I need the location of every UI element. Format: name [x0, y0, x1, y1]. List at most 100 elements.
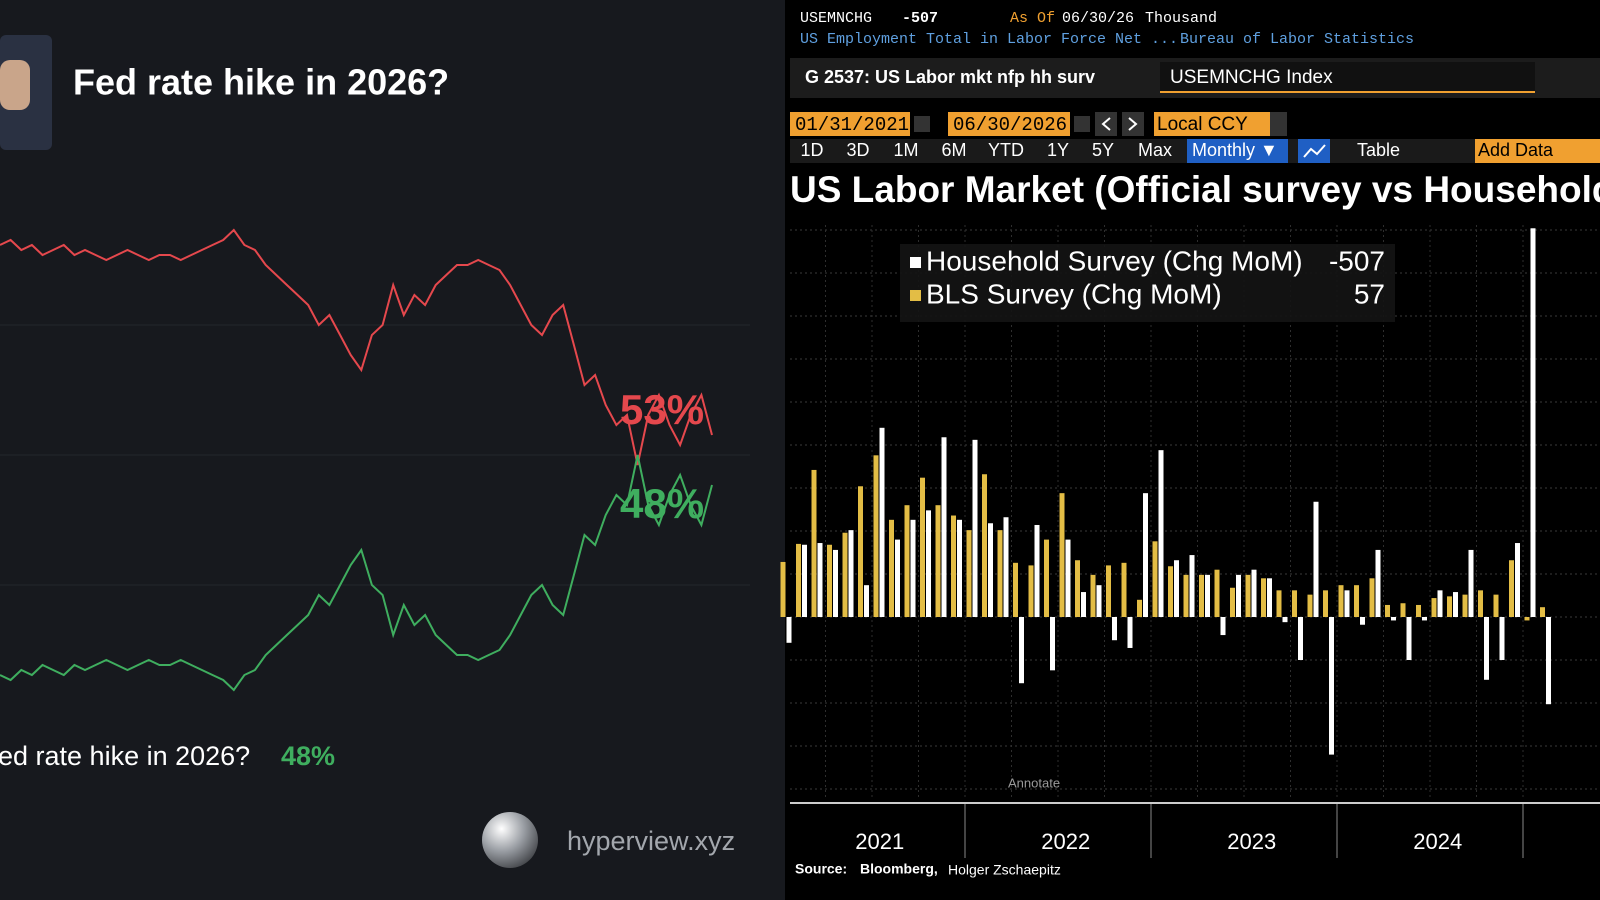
bar: [1546, 617, 1551, 705]
end-label: 53%: [620, 386, 704, 433]
bar: [935, 505, 941, 617]
bar: [1034, 524, 1040, 617]
bar: [1530, 228, 1536, 617]
bar: [1199, 574, 1204, 617]
bar: [920, 477, 925, 617]
end-label: 48%: [620, 480, 704, 527]
calendar-icon[interactable]: [914, 116, 930, 132]
calendar-icon[interactable]: [1074, 116, 1090, 132]
source-org: Bureau of Labor Statistics: [1180, 31, 1414, 48]
bar: [1090, 574, 1096, 617]
bar: [1168, 566, 1173, 617]
source-label: Source:: [795, 861, 847, 877]
bar: [1416, 604, 1421, 617]
currency-dropdown[interactable]: [1270, 112, 1287, 136]
chart-icon: [1303, 144, 1326, 158]
start-date-box[interactable]: [790, 112, 910, 136]
bar: [1385, 604, 1390, 617]
range-button[interactable]: Max: [1138, 140, 1172, 160]
range-button[interactable]: YTD: [988, 140, 1024, 160]
range-button[interactable]: 5Y: [1092, 140, 1114, 160]
bar: [864, 585, 869, 617]
range-button[interactable]: 1M: [893, 140, 918, 160]
market-title: Fed rate hike in 2026?: [73, 62, 449, 103]
last-value: -507: [902, 10, 938, 27]
bar: [1369, 578, 1375, 617]
bar: [1354, 585, 1359, 617]
bar: [988, 523, 993, 617]
x-tick-label: 2024: [1413, 829, 1462, 854]
currency-box[interactable]: [1154, 112, 1270, 136]
bar: [1493, 594, 1499, 617]
start-date: 01/31/2021: [795, 114, 909, 136]
legend-box: [900, 244, 1395, 322]
bar: [1152, 541, 1158, 617]
bar: [1158, 450, 1164, 617]
brand: hyperview.xyz: [567, 826, 735, 856]
bar: [842, 532, 848, 617]
bar: [1375, 549, 1381, 617]
bar: [1174, 560, 1179, 617]
bar: [1003, 517, 1009, 617]
bar: [1360, 617, 1365, 625]
series-line: [0, 228, 713, 466]
legend-value: -507: [1329, 245, 1385, 276]
security: USEMNCHG Index: [1170, 67, 1333, 88]
bar: [1515, 543, 1520, 617]
bar: [1019, 617, 1024, 684]
bar: [827, 544, 832, 617]
range-button[interactable]: 1D: [800, 140, 823, 160]
bar: [1044, 539, 1049, 617]
bar: [1267, 578, 1272, 617]
bar: [997, 530, 1003, 617]
bar: [1236, 574, 1241, 617]
add-data-box[interactable]: [1475, 139, 1600, 163]
range-button[interactable]: 3D: [846, 140, 869, 160]
bar: [1329, 617, 1334, 755]
next-button[interactable]: [1122, 112, 1144, 136]
bar: [1344, 590, 1350, 617]
bar: [1251, 569, 1257, 617]
source-author: Holger Zschaepitz: [948, 862, 1061, 878]
bar: [848, 530, 854, 617]
bar: [1447, 596, 1452, 617]
bar: [1059, 493, 1065, 617]
bar: [1313, 501, 1319, 617]
currency: Local CCY: [1157, 114, 1248, 135]
footer-question: ed rate hike in 2026?: [0, 741, 250, 771]
bar: [811, 469, 817, 617]
bar: [889, 519, 894, 617]
bar: [1214, 569, 1220, 617]
bar: [1183, 574, 1189, 617]
bar: [1065, 539, 1071, 617]
bar: [1468, 549, 1474, 617]
bar: [957, 519, 962, 617]
bar: [817, 543, 823, 617]
security-input[interactable]: [1160, 62, 1535, 92]
prev-button[interactable]: [1095, 112, 1117, 136]
as-of: 06/30/26: [1062, 10, 1134, 27]
bar: [966, 530, 972, 617]
frequency: Monthly ▼: [1192, 140, 1278, 160]
end-date-box[interactable]: [948, 112, 1070, 136]
brand-logo: [482, 812, 538, 868]
bar: [1127, 617, 1133, 648]
bar: [802, 544, 807, 617]
bar: [1205, 574, 1210, 617]
as-of-label: As Of: [1010, 10, 1055, 27]
command: G 2537: US Labor mkt nfp hh surv: [805, 67, 1095, 87]
range-button[interactable]: 6M: [941, 140, 966, 160]
prev-arrow: [1101, 117, 1111, 131]
bar: [1245, 574, 1251, 617]
table-button[interactable]: Table: [1357, 140, 1400, 160]
legend-label: Household Survey (Chg MoM): [926, 245, 1303, 276]
bar: [786, 617, 792, 643]
frequency-box[interactable]: [1187, 139, 1288, 163]
bar: [1437, 590, 1443, 617]
range-button[interactable]: 1Y: [1047, 140, 1069, 160]
bar: [1462, 594, 1468, 617]
annotate[interactable]: Annotate: [1008, 775, 1060, 790]
bar: [1540, 607, 1545, 617]
